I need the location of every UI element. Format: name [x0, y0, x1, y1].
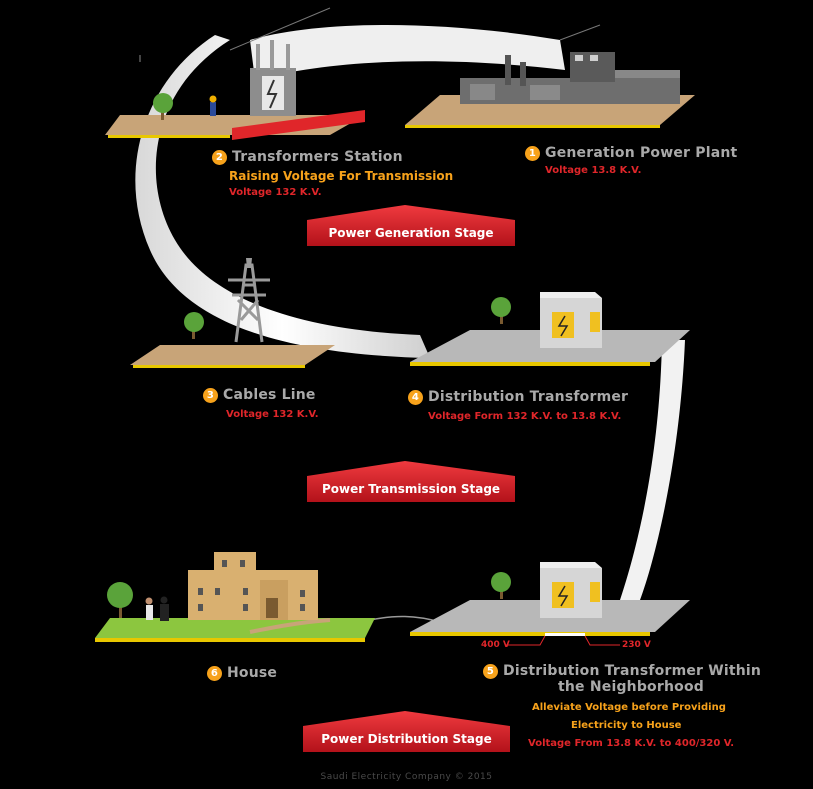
- step-number: 1: [525, 146, 540, 161]
- cable-ribbons: [135, 7, 685, 623]
- tree-icon: [491, 297, 511, 324]
- house-icon: [95, 552, 375, 642]
- step-cables-line: 3 Cables Line Voltage 132 K.V.: [203, 387, 319, 420]
- step-number: 3: [203, 388, 218, 403]
- power-plant-icon: [405, 52, 695, 128]
- step-house: 6 House: [207, 665, 277, 681]
- line-label-230v: 230 V: [622, 640, 651, 650]
- substation-transformer-icon: [105, 40, 365, 140]
- tree-icon: [184, 312, 204, 339]
- tree-icon: [491, 572, 511, 599]
- tree-icon: [107, 582, 133, 618]
- step-title: House: [227, 665, 278, 681]
- step-voltage: Voltage 132 K.V.: [226, 409, 319, 420]
- transmission-tower-icon: [130, 258, 335, 368]
- tree-icon: [153, 93, 173, 120]
- step-voltage: Voltage Form 132 K.V. to 13.8 K.V.: [428, 411, 622, 422]
- transformer-box-icon: [410, 292, 690, 366]
- step-voltage: Voltage 13.8 K.V.: [545, 165, 642, 176]
- step-voltage: Voltage From 13.8 K.V. to 400/320 V.: [528, 738, 735, 749]
- step-title-line2: the Neighborhood: [558, 679, 704, 695]
- step-transformers-station: 2 Transformers Station Raising Voltage Fo…: [212, 149, 453, 198]
- step-subtitle: Raising Voltage For Transmission: [229, 169, 454, 183]
- step-neighborhood-transformer: 5 Distribution Transformer Within the Nei…: [483, 663, 761, 695]
- step-title: Distribution Transformer Within: [503, 663, 762, 679]
- step-number: 2: [212, 150, 227, 165]
- step-voltage: Voltage 132 K.V.: [229, 187, 322, 198]
- step-number: 6: [207, 666, 222, 681]
- step-number: 4: [408, 390, 423, 405]
- step-number: 5: [483, 664, 498, 679]
- step-subtitle: Alleviate Voltage before Providing: [532, 702, 726, 713]
- stage-transmission: Power Transmission Stage: [321, 482, 501, 496]
- step-title: Transformers Station: [232, 149, 403, 165]
- footer-copyright: Saudi Electricity Company © 2015: [320, 772, 493, 782]
- step-title: Distribution Transformer: [428, 389, 629, 405]
- line-label-400v: 400 V: [481, 640, 510, 650]
- family-icon: [145, 596, 169, 621]
- stage-distribution: Power Distribution Stage: [321, 732, 492, 746]
- step-generation-plant: 1 Generation Power Plant Voltage 13.8 K.V…: [525, 145, 737, 176]
- worker-icon: [209, 95, 217, 116]
- stage-banner-shapes: [303, 205, 515, 752]
- transformer-box-icon: [410, 562, 690, 646]
- step-title: Cables Line: [223, 387, 316, 403]
- step-subtitle-line2: Electricity to House: [571, 720, 682, 731]
- step-title: Generation Power Plant: [545, 145, 738, 161]
- stage-generation: Power Generation Stage: [328, 226, 494, 240]
- step-distribution-transformer: 4 Distribution Transformer Voltage Form 1…: [408, 389, 628, 422]
